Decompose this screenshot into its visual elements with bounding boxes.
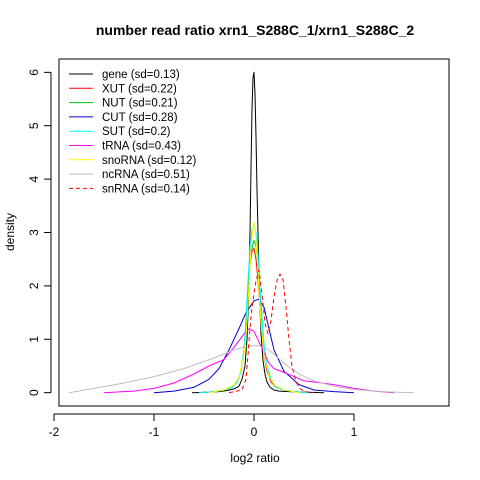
chart-title: number read ratio xrn1_S288C_1/xrn1_S288… [96, 22, 414, 38]
x-tick-label: -1 [149, 425, 160, 439]
legend: gene (sd=0.13) XUT (sd=0.22) NUT (sd=0.21)… [69, 69, 196, 195]
legend-label: snoRNA (sd=0.12) [102, 155, 196, 167]
legend-label: SUT (sd=0.2) [102, 126, 171, 138]
x-tick-label: -2 [49, 425, 60, 439]
series-line [68, 345, 415, 394]
y-axis: 0 1 2 3 4 5 6 [27, 69, 52, 396]
legend-label: gene (sd=0.13) [102, 69, 180, 81]
x-tick-label: 1 [351, 425, 358, 439]
legend-label: tRNA (sd=0.43) [102, 141, 181, 153]
series-line [153, 298, 355, 394]
series-line [198, 248, 310, 394]
y-tick-label: 4 [27, 175, 41, 182]
series-line [191, 71, 325, 394]
y-tick-label: 1 [27, 336, 41, 343]
y-tick-label: 2 [27, 282, 41, 289]
x-tick-label: 0 [251, 425, 258, 439]
y-tick-label: 6 [27, 69, 41, 76]
legend-label: CUT (sd=0.28) [102, 112, 178, 124]
x-axis: -2 -1 0 1 [49, 413, 358, 439]
plot-frame [58, 58, 450, 407]
legend-label: ncRNA (sd=0.51) [102, 169, 190, 181]
legend-label: XUT (sd=0.22) [102, 83, 177, 95]
series-line [208, 221, 300, 394]
x-axis-label: log2 ratio [230, 451, 280, 465]
series-line [228, 269, 315, 394]
legend-label: NUT (sd=0.21) [102, 98, 178, 110]
y-tick-label: 0 [27, 389, 41, 396]
legend-label: snRNA (sd=0.14) [102, 183, 190, 195]
y-tick-label: 3 [27, 229, 41, 236]
y-tick-label: 5 [27, 122, 41, 129]
y-axis-label: density [3, 213, 17, 251]
series-layer [68, 71, 415, 394]
